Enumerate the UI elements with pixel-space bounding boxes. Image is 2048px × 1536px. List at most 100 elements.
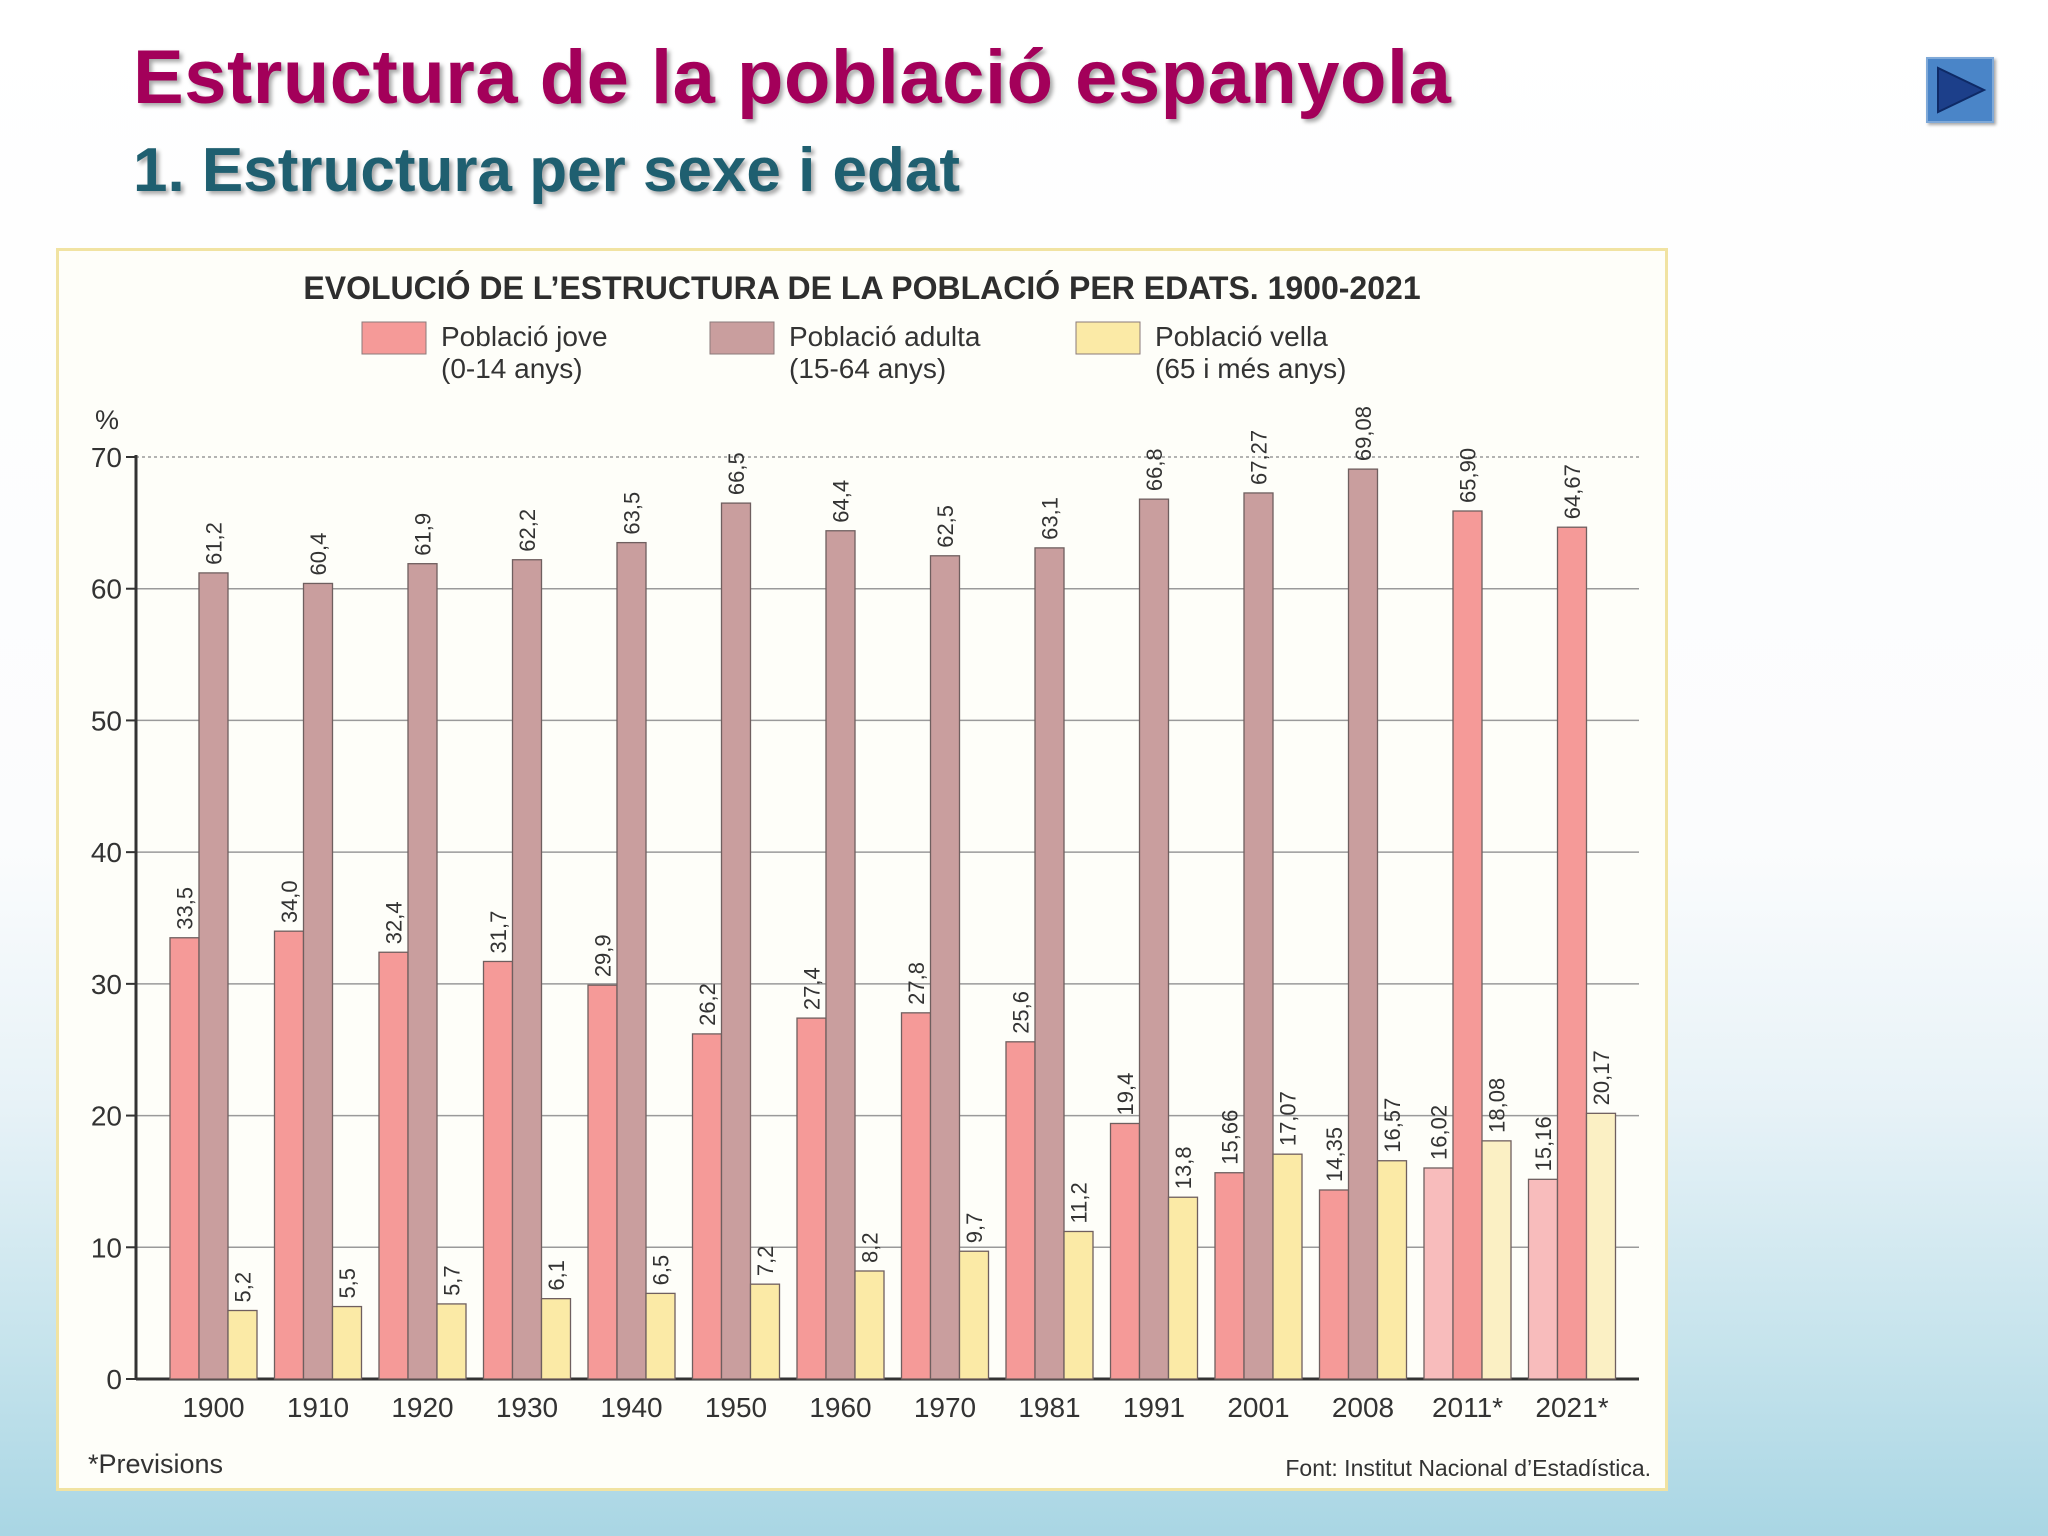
play-triangle-icon [1937, 66, 1987, 114]
data-label-jove-1900: 33,5 [173, 887, 198, 930]
bar-vella-1960 [854, 1270, 885, 1380]
bar-adulta-1991 [1138, 498, 1170, 1380]
bar-vella-1981 [1063, 1230, 1094, 1380]
bar-jove-1960 [796, 1017, 827, 1380]
bar-jove-1920 [378, 951, 409, 1380]
bar-vella-1920 [436, 1303, 467, 1380]
bar-adulta-1970 [929, 555, 961, 1380]
data-label-adulta-1920: 61,9 [411, 513, 436, 556]
bar-vella-1991 [1167, 1196, 1199, 1380]
x-tick-label-1970: 1970 [914, 1392, 976, 1423]
bar-jove-2021 [1527, 1178, 1559, 1380]
x-tick-label-2001: 2001 [1227, 1392, 1289, 1423]
data-label-adulta-2008: 69,08 [1351, 406, 1376, 461]
x-tick-label-1930: 1930 [496, 1392, 558, 1423]
bar-adulta-1950 [720, 502, 752, 1380]
legend-label-vella: Població vella [1155, 321, 1328, 352]
legend-label-jove: Població jove [441, 321, 608, 352]
footnote: *Previsions [88, 1449, 223, 1479]
data-label-jove-2008: 14,35 [1322, 1127, 1347, 1182]
y-tick-label-40: 40 [91, 837, 122, 868]
legend-swatch-adulta [709, 321, 775, 355]
data-label-vella-1940: 6,5 [649, 1255, 674, 1286]
bar-adulta-1900 [198, 572, 229, 1380]
bar-jove-2008 [1318, 1189, 1350, 1380]
data-label-vella-1970: 9,7 [962, 1213, 987, 1244]
data-label-vella-2011: 18,08 [1485, 1078, 1510, 1133]
legend-sublabel-vella: (65 i més anys) [1155, 353, 1346, 384]
bar-adulta-1981 [1034, 547, 1065, 1380]
data-label-jove-1960: 27,4 [800, 967, 825, 1010]
x-tick-label-1991: 1991 [1123, 1392, 1185, 1423]
bar-jove-2011 [1423, 1167, 1454, 1380]
data-label-adulta-1981: 63,1 [1038, 497, 1063, 540]
bar-vella-2008 [1376, 1160, 1408, 1380]
data-label-adulta-2011: 65,90 [1456, 448, 1481, 503]
bar-jove-1981 [1005, 1041, 1036, 1380]
data-label-vella-2001: 17,07 [1276, 1091, 1301, 1146]
slide-title: Estructura de la població espanyola [133, 35, 1452, 120]
data-label-jove-1991: 19,4 [1113, 1073, 1138, 1116]
data-label-adulta-1960: 64,4 [829, 480, 854, 523]
x-tick-label-2011: 2011* [1432, 1392, 1503, 1423]
bar-jove-1930 [482, 960, 514, 1380]
x-tick-label-2021: 2021* [1535, 1392, 1608, 1423]
data-label-vella-1981: 11,2 [1067, 1182, 1092, 1223]
bar-adulta-1910 [302, 582, 334, 1380]
y-tick-label-0: 0 [106, 1364, 122, 1395]
y-tick-label-70: 70 [91, 442, 122, 473]
legend-sublabel-jove: (0-14 anys) [441, 353, 583, 384]
bar-jove-1991 [1109, 1122, 1141, 1380]
bar-vella-1970 [958, 1250, 990, 1380]
slide-subtitle: 1. Estructura per sexe i edat [133, 136, 961, 205]
bar-jove-1910 [273, 930, 305, 1380]
bar-adulta-2011 [1452, 510, 1483, 1380]
next-slide-button[interactable] [1926, 57, 1994, 123]
data-label-vella-2021: 20,17 [1589, 1050, 1614, 1105]
bar-adulta-1960 [825, 530, 856, 1380]
y-tick-label-10: 10 [91, 1232, 122, 1263]
bar-vella-1940 [645, 1292, 676, 1380]
legend-swatch-jove [361, 321, 427, 355]
legend-swatch-vella [1075, 321, 1141, 355]
data-label-jove-2001: 15,66 [1218, 1110, 1243, 1165]
x-tick-label-1940: 1940 [600, 1392, 662, 1423]
bar-vella-2021 [1585, 1112, 1617, 1380]
data-label-jove-2011: 16,02 [1427, 1105, 1452, 1160]
x-tick-label-1920: 1920 [391, 1392, 453, 1423]
bar-adulta-2021 [1556, 526, 1588, 1380]
data-label-jove-2021: 15,16 [1531, 1116, 1556, 1171]
y-tick-label-30: 30 [91, 969, 122, 1000]
y-axis-label: % [95, 405, 119, 435]
data-label-jove-1920: 32,4 [382, 901, 407, 944]
data-label-jove-1981: 25,6 [1009, 991, 1034, 1034]
legend-label-adulta: Població adulta [789, 321, 981, 352]
data-label-vella-1960: 8,2 [858, 1232, 883, 1263]
chart-panel: EVOLUCIÓ DE L’ESTRUCTURA DE LA POBLACIÓ … [56, 248, 1668, 1491]
data-label-jove-1910: 34,0 [277, 880, 302, 923]
x-tick-label-1900: 1900 [182, 1392, 244, 1423]
data-label-vella-1900: 5,2 [231, 1272, 256, 1303]
bar-vella-1900 [227, 1309, 258, 1380]
x-tick-label-1960: 1960 [809, 1392, 871, 1423]
chart-title: EVOLUCIÓ DE L’ESTRUCTURA DE LA POBLACIÓ … [303, 270, 1420, 306]
source-note: Font: Institut Nacional d’Estadística. [1285, 1455, 1651, 1481]
data-label-jove-1950: 26,2 [695, 983, 720, 1026]
y-tick-label-60: 60 [91, 574, 122, 605]
data-label-adulta-2021: 64,67 [1560, 464, 1585, 519]
bar-vella-2011 [1481, 1140, 1512, 1380]
data-label-jove-1940: 29,9 [591, 934, 616, 977]
x-tick-label-1910: 1910 [287, 1392, 349, 1423]
data-label-vella-1950: 7,2 [753, 1246, 778, 1277]
bar-adulta-2008 [1347, 468, 1379, 1380]
data-label-adulta-1970: 62,5 [933, 505, 958, 548]
bar-vella-2001 [1272, 1153, 1303, 1380]
bar-adulta-2001 [1243, 492, 1274, 1380]
data-label-adulta-1930: 62,2 [515, 509, 540, 552]
data-label-vella-1991: 13,8 [1171, 1146, 1196, 1189]
data-label-adulta-1991: 66,8 [1142, 448, 1167, 491]
x-tick-label-1981: 1981 [1018, 1392, 1080, 1423]
data-label-adulta-1950: 66,5 [724, 452, 749, 495]
x-tick-label-2008: 2008 [1332, 1392, 1394, 1423]
data-label-adulta-1910: 60,4 [306, 533, 331, 576]
